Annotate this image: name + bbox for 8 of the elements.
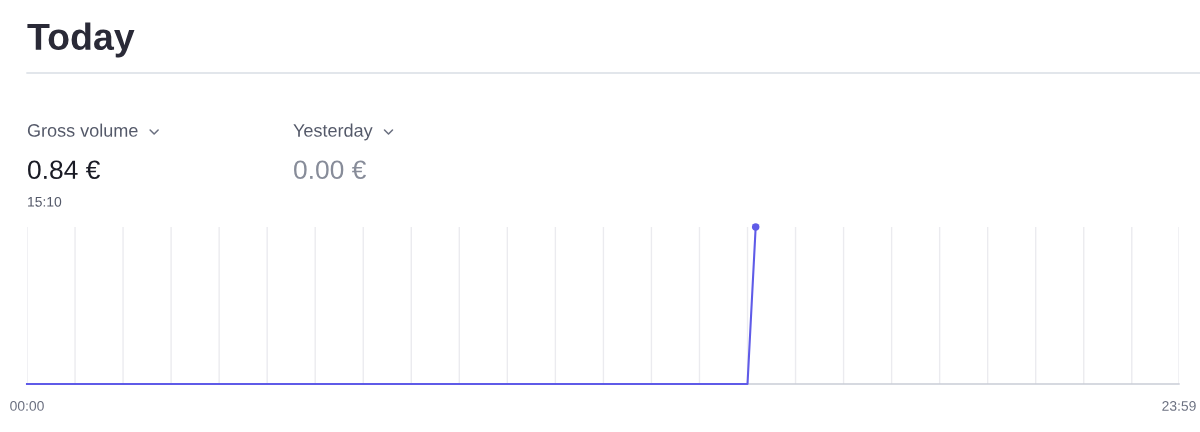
text: 0.00 € [294,160,366,180]
x-tick-label: 23:59 [1162,401,1196,411]
chart-title: Today [27,22,135,58]
text: 0.84 € [28,160,100,180]
text: Gross volume [27,123,138,137]
text: 15:10 [28,196,62,207]
x-tick-label: 00:00 [10,401,44,411]
text: Yesterday [293,123,373,141]
